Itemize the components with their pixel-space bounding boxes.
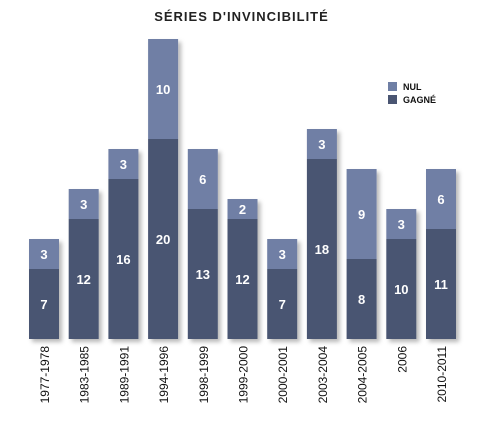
bar-gagne-1994-1996 (148, 139, 179, 339)
bar-group-2004-2005 (346, 169, 377, 339)
x-tick-label-1994-1996: 1994-1996 (157, 346, 171, 404)
bar-nul-1994-1996 (148, 39, 179, 139)
x-tick-label-2006: 2006 (395, 346, 409, 373)
bar-group-1989-1991 (108, 149, 139, 339)
x-tick-label-1983-1985: 1983-1985 (78, 346, 92, 404)
bar-gagne-2000-2001 (267, 269, 298, 339)
data-label-nul-2000-2001: 3 (279, 247, 286, 262)
chart-title: SÉRIES D'INVINCIBILITÉ (154, 9, 329, 24)
legend-item-gagne: GAGNÉ (388, 93, 436, 106)
bar-nul-2006 (386, 209, 417, 239)
legend-swatch-gagne (388, 95, 397, 104)
bar-nul-1998-1999 (187, 149, 218, 209)
data-label-nul-2004-2005: 9 (358, 207, 365, 222)
data-label-gagne-2006: 10 (394, 282, 408, 297)
data-label-gagne-1977-1978: 7 (40, 297, 47, 312)
x-tick-label-1998-1999: 1998-1999 (197, 346, 211, 404)
x-tick-label-2010-2011: 2010-2011 (435, 346, 449, 403)
legend-swatch-nul (388, 82, 397, 91)
data-label-nul-1983-1985: 3 (80, 197, 87, 212)
data-label-gagne-2000-2001: 7 (279, 297, 286, 312)
data-label-nul-1977-1978: 3 (40, 247, 47, 262)
bar-group-1994-1996 (148, 39, 179, 339)
legend-item-nul: NUL (388, 80, 436, 93)
x-tick-label-1999-2000: 1999-2000 (237, 346, 251, 404)
data-label-gagne-2010-2011: 11 (434, 277, 448, 292)
bar-group-1998-1999 (187, 149, 218, 339)
bar-group-1977-1978 (29, 239, 59, 339)
data-label-gagne-1999-2000: 12 (235, 272, 249, 287)
data-label-nul-1998-1999: 6 (199, 172, 206, 187)
bar-nul-2003-2004 (306, 129, 337, 159)
bar-gagne-1989-1991 (108, 179, 139, 339)
data-label-nul-2006: 3 (398, 217, 405, 232)
bar-group-2000-2001 (267, 239, 298, 339)
bar-nul-2000-2001 (267, 239, 298, 269)
bar-gagne-2004-2005 (346, 259, 377, 339)
x-tick-label-2003-2004: 2003-2004 (316, 346, 330, 404)
bar-gagne-1977-1978 (29, 269, 59, 339)
bar-group-2003-2004 (306, 129, 337, 339)
data-label-nul-1994-1996: 10 (156, 82, 170, 97)
bar-nul-1989-1991 (108, 149, 139, 179)
data-label-gagne-2004-2005: 8 (358, 292, 365, 307)
x-tick-label-2000-2001: 2000-2001 (276, 346, 290, 404)
bar-gagne-2003-2004 (306, 159, 337, 339)
data-label-gagne-1983-1985: 12 (76, 272, 90, 287)
data-label-nul-2010-2011: 6 (437, 192, 444, 207)
data-label-nul-2003-2004: 3 (318, 137, 325, 152)
bar-gagne-2010-2011 (426, 229, 456, 339)
bar-gagne-2006 (386, 239, 417, 339)
data-label-nul-1999-2000: 2 (239, 202, 246, 217)
data-label-gagne-1994-1996: 20 (156, 232, 170, 247)
bar-nul-1983-1985 (68, 189, 99, 219)
bar-nul-1977-1978 (29, 239, 59, 269)
bar-nul-1999-2000 (227, 199, 258, 219)
legend-label-nul: NUL (403, 81, 422, 92)
bar-gagne-1983-1985 (68, 219, 99, 339)
bar-nul-2004-2005 (346, 169, 377, 259)
bar-group-2010-2011 (426, 169, 456, 339)
data-label-nul-1989-1991: 3 (120, 157, 127, 172)
x-tick-label-2004-2005: 2004-2005 (356, 346, 370, 404)
bar-group-1983-1985 (68, 189, 99, 339)
bar-group-2006 (386, 209, 417, 339)
bar-nul-2010-2011 (426, 169, 456, 229)
legend-label-gagne: GAGNÉ (403, 94, 437, 105)
bar-gagne-1999-2000 (227, 219, 258, 339)
data-label-gagne-2003-2004: 18 (315, 242, 329, 257)
x-tick-label-1977-1978: 1977-1978 (38, 346, 52, 404)
chart-legend: NUL GAGNÉ (388, 80, 436, 106)
bar-group-1999-2000 (227, 199, 258, 339)
data-label-gagne-1998-1999: 13 (196, 267, 210, 282)
x-tick-label-1989-1991: 1989-1991 (117, 346, 131, 404)
bar-gagne-1998-1999 (187, 209, 218, 339)
data-label-gagne-1989-1991: 16 (116, 252, 130, 267)
